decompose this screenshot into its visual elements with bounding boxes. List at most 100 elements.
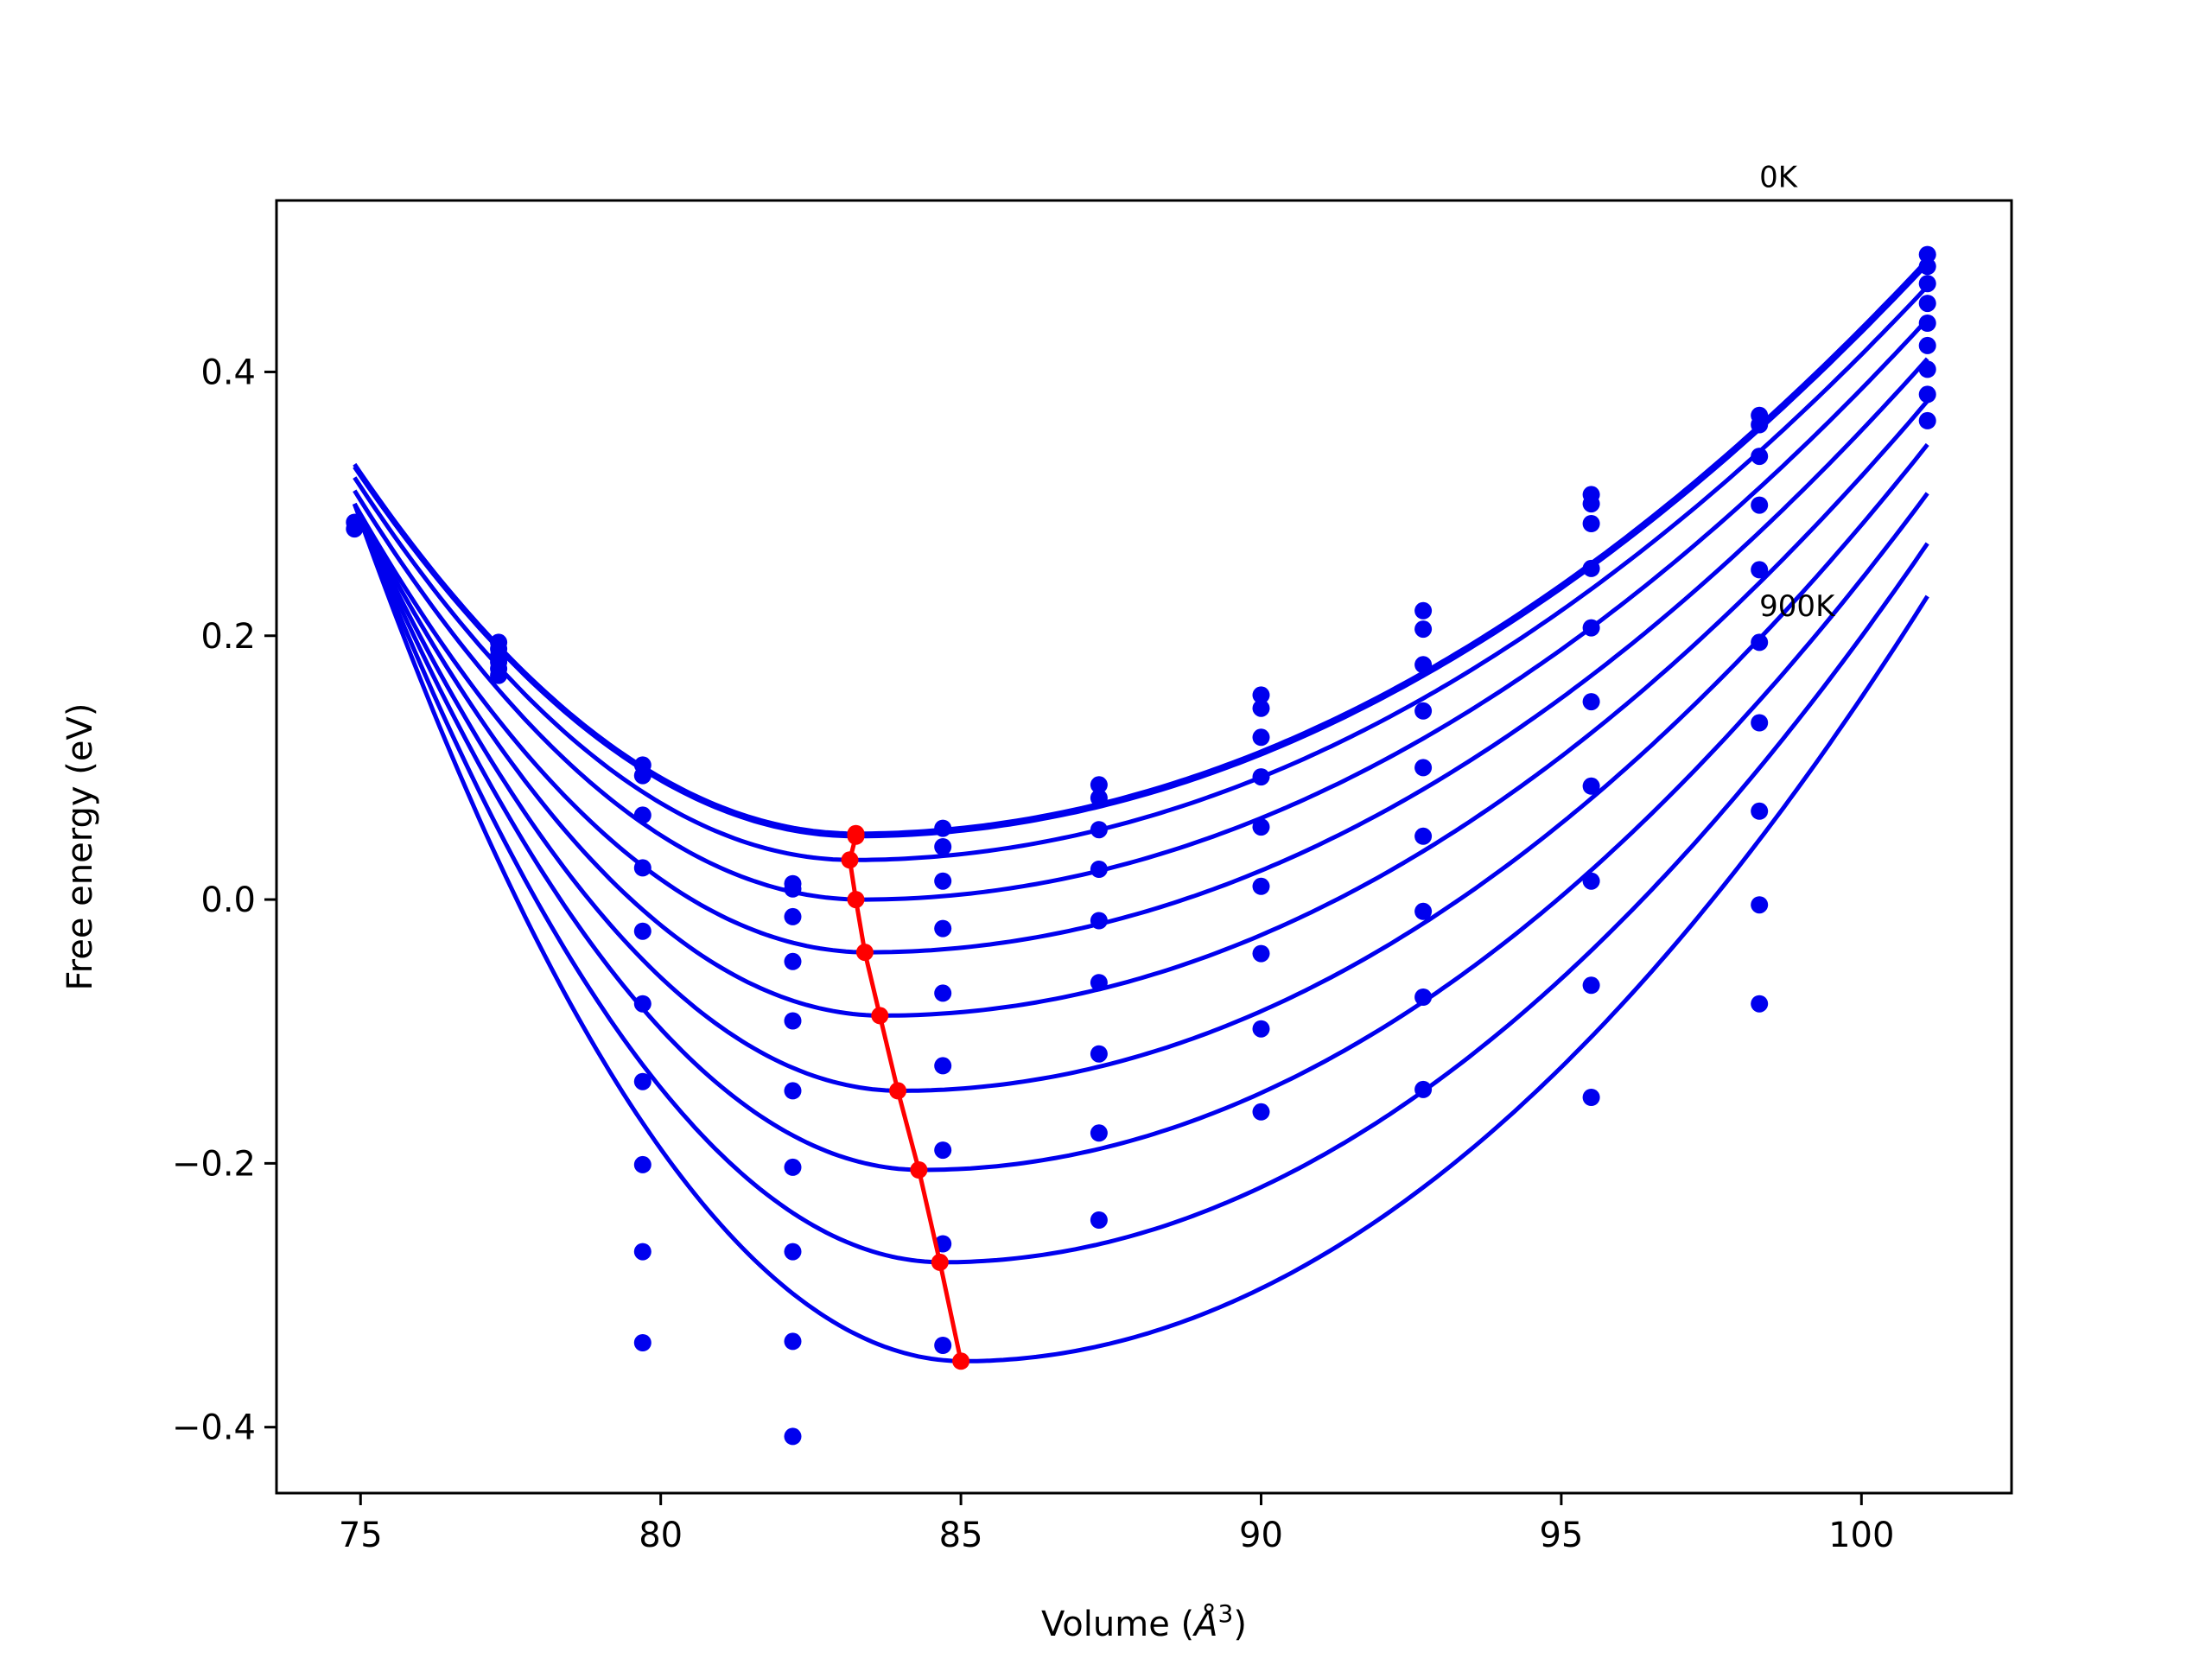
- data-point-25: [784, 1243, 802, 1261]
- fit-curve-3: [353, 317, 1929, 902]
- y-tick-label: 0.2: [200, 617, 256, 657]
- data-point-20: [784, 907, 802, 925]
- data-point-12: [633, 922, 652, 940]
- data-point-67: [1582, 559, 1600, 577]
- minimum-point-2: [841, 851, 859, 869]
- data-point-52: [1252, 944, 1270, 963]
- data-point-37: [1090, 776, 1108, 794]
- data-point-44: [1090, 1124, 1108, 1142]
- annotations: 0K 900K: [1759, 161, 1836, 624]
- data-point-45: [1090, 1211, 1108, 1229]
- fit-curve-6: [353, 442, 1929, 1093]
- minimum-point-4: [855, 944, 874, 962]
- data-point-42: [1090, 974, 1108, 992]
- data-point-53: [1252, 1020, 1270, 1038]
- data-point-75: [1751, 416, 1769, 434]
- data-point-27: [784, 1427, 802, 1446]
- data-point-34: [934, 1141, 952, 1160]
- data-point-39: [1090, 821, 1108, 839]
- data-point-1: [346, 513, 364, 531]
- data-point-24: [784, 1158, 802, 1176]
- data-point-21: [784, 952, 802, 970]
- minimum-point-5: [871, 1007, 889, 1025]
- fit-curve-7: [353, 492, 1929, 1173]
- data-point-81: [1751, 802, 1769, 820]
- data-point-38: [1090, 789, 1108, 807]
- data-point-54: [1252, 1103, 1270, 1121]
- data-point-26: [784, 1332, 802, 1351]
- x-tick-label: 100: [1828, 1516, 1894, 1555]
- y-tick-label: −0.2: [172, 1144, 256, 1184]
- data-point-9: [633, 766, 652, 785]
- data-point-92: [1918, 411, 1936, 429]
- data-point-77: [1751, 496, 1769, 514]
- minimum-path-line: [847, 833, 963, 1362]
- y-axis-label: Free energy (eV): [60, 703, 100, 991]
- fit-curve-2: [353, 284, 1929, 862]
- annotation-0: 0K: [1759, 161, 1799, 195]
- data-point-68: [1582, 619, 1600, 637]
- annotation-1: 900K: [1759, 589, 1836, 624]
- data-point-31: [934, 919, 952, 938]
- data-point-76: [1751, 448, 1769, 466]
- data-point-16: [633, 1243, 652, 1261]
- fit-curve-1: [353, 262, 1929, 839]
- data-point-10: [633, 806, 652, 824]
- data-point-86: [1918, 275, 1936, 293]
- data-point-80: [1751, 714, 1769, 732]
- x-tick-label: 95: [1539, 1516, 1583, 1555]
- data-point-22: [784, 1012, 802, 1030]
- y-tick-label: 0.4: [200, 353, 256, 392]
- minimum-point-6: [889, 1082, 907, 1100]
- fit-curve-9: [352, 503, 1929, 1363]
- data-point-33: [934, 1057, 952, 1075]
- x-tick-label: 90: [1239, 1516, 1283, 1555]
- data-point-19: [784, 880, 802, 898]
- data-point-83: [1751, 995, 1769, 1013]
- data-point-84: [1918, 245, 1936, 264]
- data-point-63: [1414, 1080, 1433, 1098]
- data-point-49: [1252, 768, 1270, 786]
- data-point-70: [1582, 777, 1600, 795]
- data-point-17: [633, 1334, 652, 1351]
- data-point-29: [934, 838, 952, 855]
- fit-curve-8: [352, 503, 1929, 1265]
- y-tick-label: 0.0: [200, 880, 256, 920]
- data-point-47: [1252, 699, 1270, 717]
- data-point-14: [633, 1072, 652, 1090]
- data-point-72: [1582, 976, 1600, 995]
- data-point-40: [1090, 861, 1108, 878]
- data-point-57: [1414, 656, 1433, 674]
- y-axis-ticks: −0.4 −0.2 0.0 0.2 0.4: [172, 353, 276, 1448]
- plot-frame: [275, 199, 2013, 1495]
- y-tick-label: −0.4: [172, 1408, 256, 1448]
- data-point-89: [1918, 336, 1936, 354]
- x-tick-label: 85: [939, 1516, 983, 1555]
- data-point-69: [1582, 693, 1600, 711]
- fit-curve-4: [353, 357, 1929, 955]
- data-point-56: [1414, 620, 1433, 639]
- data-point-78: [1751, 561, 1769, 579]
- data-point-62: [1414, 988, 1433, 1006]
- data-point-11: [633, 859, 652, 877]
- data-point-60: [1414, 827, 1433, 845]
- data-point-51: [1252, 877, 1270, 895]
- plot-layer: [346, 245, 1936, 1446]
- data-point-66: [1582, 515, 1600, 532]
- minimum-point-9: [952, 1352, 970, 1370]
- data-point-48: [1252, 728, 1270, 747]
- x-tick-label: 80: [639, 1516, 683, 1555]
- data-point-91: [1918, 385, 1936, 404]
- data-point-87: [1918, 295, 1936, 313]
- data-point-23: [784, 1082, 802, 1100]
- minimum-point-7: [910, 1161, 928, 1179]
- data-point-71: [1582, 872, 1600, 890]
- data-point-13: [633, 995, 652, 1013]
- data-point-61: [1414, 902, 1433, 920]
- data-point-32: [934, 984, 952, 1002]
- data-point-55: [1414, 601, 1433, 620]
- data-point-43: [1090, 1045, 1108, 1063]
- data-point-58: [1414, 702, 1433, 720]
- data-point-59: [1414, 759, 1433, 777]
